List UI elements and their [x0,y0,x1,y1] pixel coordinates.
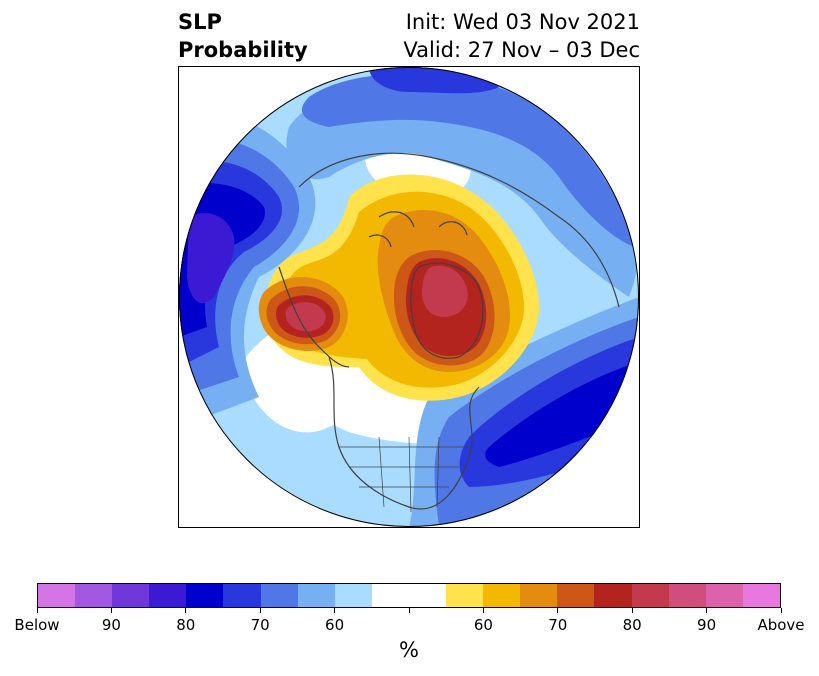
colorbar-segment [297,584,335,607]
colorbar-tick-label: 60 [473,616,493,634]
colorbar-segment [408,584,447,607]
colorbar-segment [75,584,113,607]
atlantic-below-90 [485,362,639,467]
colorbar-tick [110,608,112,613]
colorbar-segment [594,584,632,607]
greenland-above-85 [421,265,468,317]
colorbar-tick-label: 80 [622,616,642,634]
coastlines [278,152,620,513]
colorbar-segment [446,584,484,607]
colorbar-segment [186,584,224,607]
polar-map [179,67,639,527]
colorbar-tick [557,608,559,613]
colorbar-tick [706,608,708,613]
colorbar-segment [260,584,298,607]
colorbar-tick [482,608,484,613]
colorbar-segment [371,584,409,607]
colorbar-tick-center [408,608,410,613]
title-variable: SLP [178,10,222,34]
colorbar-tick-label: 70 [548,616,568,634]
colorbar-unit: % [399,638,419,662]
colorbar-tick [259,608,261,613]
map-boundary [179,67,639,527]
colorbar-segment [742,584,780,607]
alaska-coast [278,266,350,368]
arctic-islands [368,211,468,248]
colorbar-segment [520,584,558,607]
colorbar-segment [668,584,706,607]
eurasia-coast [298,152,620,308]
colorbar [37,583,781,608]
title-right: Init: Wed 03 Nov 2021 Valid: 27 Nov – 03… [403,8,640,64]
colorbar-tick [334,608,336,613]
colorbar-tick-label: 70 [250,616,270,634]
colorbar-tick-label: 90 [101,616,121,634]
north-america-coast [328,356,480,510]
title-left: SLP Probability [178,8,308,64]
alaska-above-85 [285,302,326,332]
colorbar-segment [149,584,187,607]
colorbar-segment [705,584,743,607]
colorbar-tick [36,608,38,613]
colorbar-segment [223,584,261,607]
colorbar-tick [780,608,782,613]
init-date: Init: Wed 03 Nov 2021 [405,10,640,34]
valid-range: Valid: 27 Nov – 03 Dec [403,38,640,62]
colorbar-tick [631,608,633,613]
colorbar-tick-label: Above [757,616,805,634]
colorbar-tick [185,608,187,613]
colorbar-segment [38,584,76,607]
greenland-coast [410,262,484,359]
colorbar-tick-label: Below [14,616,60,634]
pacific-below-max [187,213,235,304]
title-type: Probability [178,38,308,62]
colorbar-segment [631,584,669,607]
colorbar-segment [557,584,595,607]
colorbar-tick-label: 60 [325,616,345,634]
probability-field [179,67,639,527]
map-frame [178,66,640,528]
colorbar-tick-label: 90 [697,616,717,634]
colorbar-tick-label: 80 [176,616,196,634]
eurasia-below-80 [369,67,499,94]
us-state-lines [339,436,469,513]
colorbar-segment [112,584,150,607]
colorbar-segment [483,584,521,607]
colorbar-segment [334,584,372,607]
